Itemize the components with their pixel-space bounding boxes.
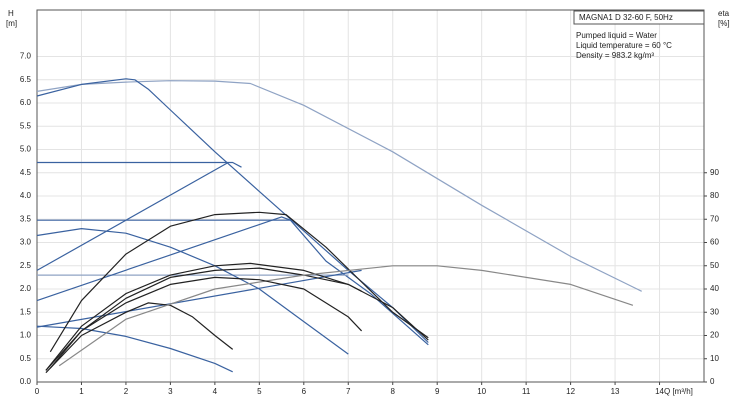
x-tick-label: 6 bbox=[302, 387, 307, 396]
y-tick-label: 1.0 bbox=[20, 331, 32, 340]
x-tick-label: 14 bbox=[655, 387, 664, 396]
curve bbox=[45, 267, 362, 371]
x-tick-label: 12 bbox=[566, 387, 575, 396]
y-tick-label: 3.0 bbox=[20, 238, 32, 247]
curve bbox=[37, 161, 242, 168]
curve bbox=[45, 302, 234, 374]
y-tick-label: 1.5 bbox=[20, 307, 32, 316]
x-tick-label: 2 bbox=[124, 387, 129, 396]
y2-tick-label: 10 bbox=[710, 354, 719, 363]
y-axis-unit: [m] bbox=[6, 19, 17, 28]
info-box bbox=[573, 10, 705, 25]
y2-axis-unit: [%] bbox=[718, 19, 730, 28]
curve bbox=[36, 228, 349, 355]
info-text: Liquid temperature = 60 °C bbox=[576, 41, 672, 50]
x-tick-label: 7 bbox=[346, 387, 351, 396]
y-tick-label: 2.5 bbox=[20, 261, 32, 270]
y-tick-label: 4.0 bbox=[20, 191, 32, 200]
curve bbox=[36, 269, 362, 328]
x-tick-label: 4 bbox=[213, 387, 218, 396]
y2-tick-label: 50 bbox=[710, 261, 719, 270]
curve bbox=[36, 80, 642, 292]
y-tick-label: 6.0 bbox=[20, 98, 32, 107]
y2-axis-label: eta bbox=[718, 9, 730, 18]
y2-tick-label: 90 bbox=[710, 168, 719, 177]
x-tick-label: 10 bbox=[477, 387, 486, 396]
y-tick-label: 0.5 bbox=[20, 354, 32, 363]
y2-tick-label: 80 bbox=[710, 191, 719, 200]
x-tick-label: 1 bbox=[79, 387, 84, 396]
curve bbox=[36, 161, 229, 271]
x-tick-label: 8 bbox=[391, 387, 396, 396]
y2-tick-label: 60 bbox=[710, 238, 719, 247]
y2-tick-label: 0 bbox=[710, 377, 715, 386]
x-axis-label: Q [m³/h] bbox=[664, 387, 693, 396]
plot-frame bbox=[36, 9, 705, 383]
x-tick-label: 0 bbox=[35, 387, 40, 396]
y-tick-label: 4.5 bbox=[20, 168, 32, 177]
info-text: Density = 983.2 kg/m³ bbox=[576, 51, 654, 60]
x-tick-label: 9 bbox=[435, 387, 440, 396]
y-tick-label: 5.0 bbox=[20, 145, 32, 154]
x-tick-label: 5 bbox=[257, 387, 262, 396]
curve bbox=[37, 219, 429, 346]
y-axis-label: H bbox=[8, 9, 14, 18]
y2-tick-label: 70 bbox=[710, 214, 719, 223]
pump-name: MAGNA1 D 32-60 F, 50Hz bbox=[579, 13, 673, 22]
y2-tick-label: 40 bbox=[710, 284, 719, 293]
y-tick-label: 0.0 bbox=[20, 377, 32, 386]
curve bbox=[45, 262, 429, 371]
y2-tick-label: 20 bbox=[710, 331, 719, 340]
x-tick-label: 13 bbox=[611, 387, 620, 396]
curve bbox=[36, 325, 233, 373]
y-tick-label: 3.5 bbox=[20, 214, 32, 223]
y2-tick-label: 30 bbox=[710, 307, 719, 316]
curve bbox=[58, 265, 634, 367]
curve bbox=[49, 211, 429, 353]
y-tick-label: 5.5 bbox=[20, 121, 32, 130]
y-tick-label: 2.0 bbox=[20, 284, 32, 293]
info-text: Pumped liquid = Water bbox=[576, 31, 657, 40]
y-tick-label: 6.5 bbox=[20, 75, 32, 84]
x-tick-label: 3 bbox=[168, 387, 173, 396]
y-tick-label: 7.0 bbox=[20, 52, 32, 61]
x-tick-label: 11 bbox=[522, 387, 531, 396]
curve bbox=[36, 216, 291, 302]
curve bbox=[49, 276, 363, 369]
